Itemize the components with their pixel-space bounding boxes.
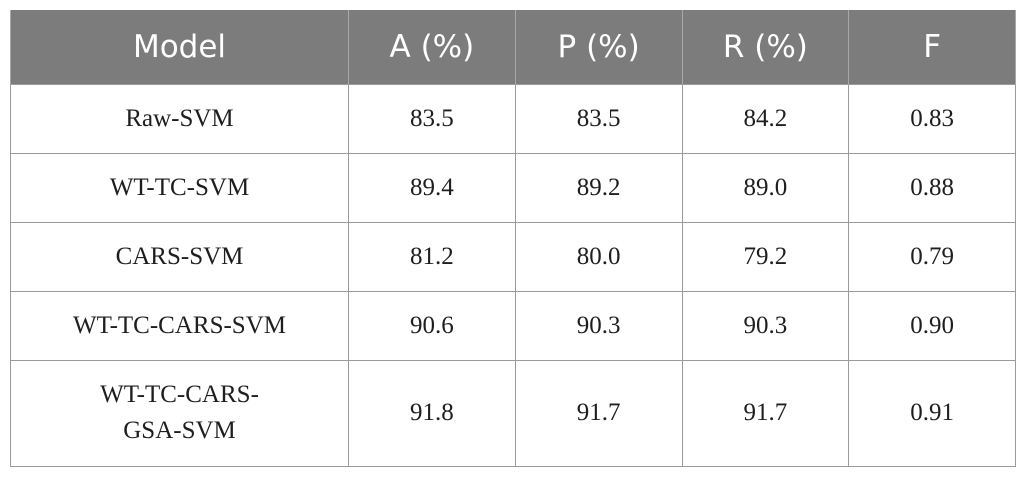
recall-cell: 90.3 [681,290,850,361]
header-recall: R (%) [681,10,850,84]
precision-cell: 91.7 [514,359,683,467]
model-name: WT-TC-CARS-SVM [73,311,286,339]
model-cell: WT-TC-SVM [10,152,349,223]
recall-cell: 79.2 [681,221,850,292]
f-score-cell: 0.90 [848,290,1016,361]
f-score-cell: 0.91 [848,359,1016,467]
header-precision: P (%) [514,10,683,84]
header-model: Model [10,10,349,84]
model-name: WT-TC-SVM [109,173,250,201]
table-row: CARS-SVM 81.2 80.0 79.2 0.79 [10,221,1016,292]
recall-cell: 84.2 [681,83,850,154]
f-score-cell: 0.83 [848,83,1016,154]
accuracy-cell: 89.4 [348,152,516,223]
model-cell: Raw-SVM [10,83,349,154]
accuracy-cell: 90.6 [348,290,516,361]
model-name: CARS-SVM [115,242,244,270]
model-cell: WT-TC-CARS-SVM [10,290,349,361]
table-body: Raw-SVM 83.5 83.5 84.2 0.83 WT-TC-SVM 89… [10,83,1016,467]
results-table: Model A (%) P (%) R (%) F Raw-SVM 83.5 8… [10,10,1016,467]
table-row: WT-TC-CARS- GSA-SVM 91.8 91.7 91.7 0.91 [10,359,1016,467]
table-row: WT-TC-CARS-SVM 90.6 90.3 90.3 0.90 [10,290,1016,361]
header-row: Model A (%) P (%) R (%) F [10,10,1016,84]
recall-cell: 91.7 [681,359,850,467]
table-row: Raw-SVM 83.5 83.5 84.2 0.83 [10,83,1016,154]
precision-cell: 80.0 [514,221,683,292]
accuracy-cell: 91.8 [348,359,516,467]
f-score-cell: 0.88 [848,152,1016,223]
table-header: Model A (%) P (%) R (%) F [10,10,1016,84]
header-f-score: F [848,10,1016,84]
model-cell: WT-TC-CARS- GSA-SVM [10,359,349,467]
f-score-cell: 0.79 [848,221,1016,292]
table-row: WT-TC-SVM 89.4 89.2 89.0 0.88 [10,152,1016,223]
model-name: Raw-SVM [125,104,234,132]
model-name-line-1: WT-TC-CARS- [100,381,259,408]
accuracy-cell: 81.2 [348,221,516,292]
accuracy-cell: 83.5 [348,83,516,154]
precision-cell: 90.3 [514,290,683,361]
header-accuracy: A (%) [348,10,516,84]
model-name-line-2: GSA-SVM [123,417,236,444]
precision-cell: 83.5 [514,83,683,154]
model-cell: CARS-SVM [10,221,349,292]
recall-cell: 89.0 [681,152,850,223]
precision-cell: 89.2 [514,152,683,223]
